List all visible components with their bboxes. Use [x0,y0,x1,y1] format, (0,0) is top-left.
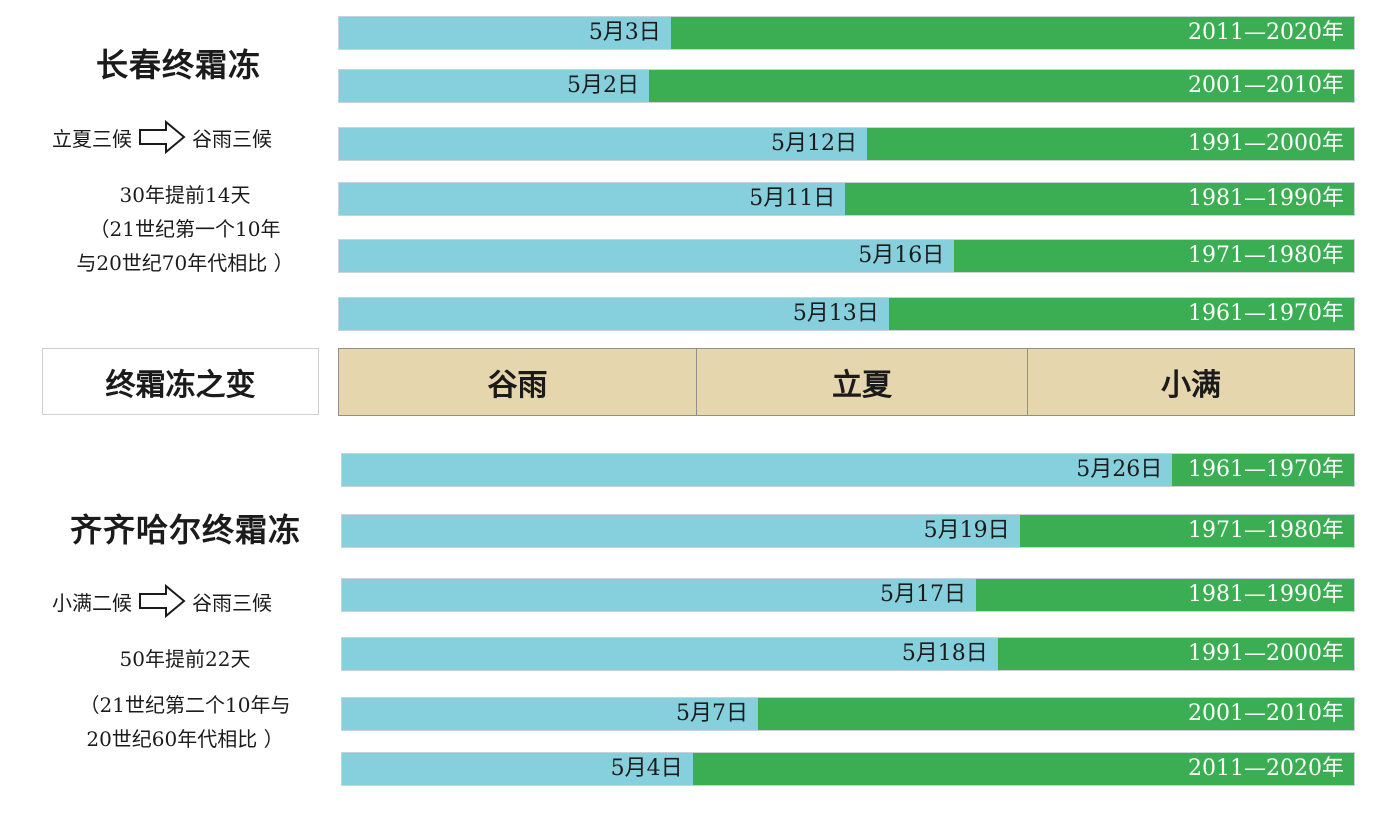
term-lixia: 立夏 [832,368,892,403]
changchun-note-line-2: （21世纪第一个10年 [89,217,281,241]
changchun-bar-late-segment [649,70,1354,102]
qiqihar-bar: 5月26日 1961—1970年 [341,453,1355,487]
changchun-note-line-3: 与20世纪70年代相比 ） [76,251,294,275]
changchun-note-line-1: 30年提前14天 [119,183,251,207]
qiqihar-bar-date-label: 5月18日 [901,641,988,666]
term-xiaoman: 小满 [1161,368,1221,403]
qiqihar-bar-date-label: 5月17日 [880,582,966,607]
qiqihar-bar-period-label: 1991—2000年 [1188,641,1344,666]
qiqihar-bar: 5月17日 1981—1990年 [341,578,1355,612]
term-divider [1027,349,1028,415]
qiqihar-bar-period-label: 1971—1980年 [1188,518,1344,543]
changchun-bar: 5月12日 1991—2000年 [338,127,1355,161]
changchun-shift: 立夏三候 谷雨三候 [52,120,272,154]
qiqihar-bar: 5月18日 1991—2000年 [341,637,1355,671]
qiqihar-bar-late-segment [692,753,1354,785]
changchun-note: 30年提前14天 （21世纪第一个10年 与20世纪70年代相比 ） [40,178,330,280]
changchun-bar-late-segment [845,183,1354,215]
qiqihar-bar-period-label: 2001—2010年 [1188,701,1344,726]
qiqihar-bar-late-segment [758,698,1354,730]
changchun-bar-date-label: 5月2日 [567,73,639,98]
changchun-bar-late-segment [954,240,1354,272]
changchun-shift-from: 立夏三候 [52,126,132,151]
changchun-bar-period-label: 1991—2000年 [1188,131,1344,156]
changchun-bar-date-label: 5月11日 [749,186,836,211]
chart-title-box: 终霜冻之变 [42,348,319,415]
changchun-bar-period-label: 1971—1980年 [1188,243,1344,268]
qiqihar-shift-to: 谷雨三候 [192,590,272,615]
right-arrow-outline-icon [139,584,186,618]
changchun-bar-period-label: 2001—2010年 [1188,73,1344,98]
term-divider [696,349,697,415]
changchun-bar-late-segment [888,298,1354,330]
qiqihar-note: 50年提前22天 （21世纪第二个10年与 20世纪60年代相比 ） [40,642,330,756]
qiqihar-bar: 5月7日 2001—2010年 [341,697,1355,731]
qiqihar-bar-period-label: 1961—1970年 [1188,457,1344,482]
changchun-bar: 5月3日 2011—2020年 [338,16,1355,50]
qiqihar-bar-late-segment [976,579,1354,611]
changchun-bar: 5月13日 1961—1970年 [338,297,1355,331]
qiqihar-note-line-2: （21世纪第二个10年与 [79,693,291,717]
qiqihar-shift: 小满二候 谷雨三候 [52,584,272,618]
changchun-title: 长春终霜冻 [96,46,262,84]
qiqihar-bar-date-label: 5月26日 [1076,457,1163,482]
changchun-bar-period-label: 1981—1990年 [1188,186,1344,211]
changchun-bar: 5月11日 1981—1990年 [338,182,1355,216]
changchun-bar: 5月2日 2001—2010年 [338,69,1355,103]
qiqihar-bar-date-label: 5月4日 [610,756,683,781]
qiqihar-title: 齐齐哈尔终霜冻 [70,511,302,549]
changchun-bar-period-label: 2011—2020年 [1188,20,1344,45]
qiqihar-bar-period-label: 2011—2020年 [1188,756,1344,781]
qiqihar-shift-from: 小满二候 [52,590,132,615]
chart-title: 终霜冻之变 [105,367,256,403]
changchun-bar-date-label: 5月16日 [858,243,945,268]
qiqihar-bar-late-segment [1019,515,1354,547]
changchun-bar-late-segment [867,128,1354,160]
qiqihar-bar: 5月4日 2011—2020年 [341,752,1355,786]
qiqihar-bar-late-segment [997,638,1354,670]
qiqihar-note-line-1: 50年提前22天 [119,647,251,671]
qiqihar-bar-late-segment [1172,454,1354,486]
term-guyu: 谷雨 [487,368,548,403]
qiqihar-bar: 5月19日 1971—1980年 [341,514,1355,548]
qiqihar-note-line-3: 20世纪60年代相比 ） [86,727,284,751]
right-arrow-outline-icon [139,120,186,154]
qiqihar-bar-period-label: 1981—1990年 [1188,582,1344,607]
solar-terms-band: 谷雨 立夏 小满 [338,348,1355,416]
changchun-bar-late-segment [670,17,1354,49]
changchun-bar-period-label: 1961—1970年 [1188,301,1344,326]
changchun-shift-to: 谷雨三候 [192,126,272,151]
changchun-bar-date-label: 5月13日 [792,301,879,326]
qiqihar-bar-date-label: 5月7日 [676,701,748,726]
qiqihar-bar-date-label: 5月19日 [923,518,1010,543]
changchun-bar-date-label: 5月3日 [588,20,661,45]
changchun-bar-date-label: 5月12日 [771,131,857,156]
changchun-bar: 5月16日 1971—1980年 [338,239,1355,273]
